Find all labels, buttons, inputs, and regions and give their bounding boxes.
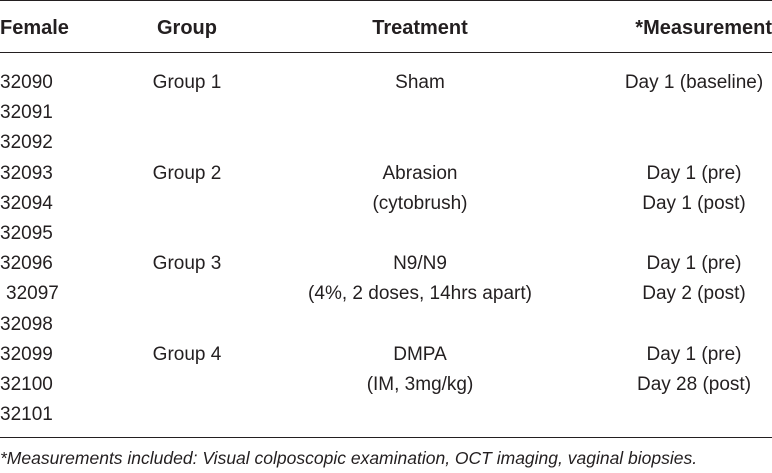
table-row: 32099 Group 4 DMPA Day 1 (pre) (0, 340, 772, 370)
cell-female: 32093 (0, 162, 53, 184)
cell-female: 32096 (0, 253, 53, 275)
table-row: 32101 (0, 400, 772, 430)
table-row: 32100 (IM, 3mg/kg) Day 28 (post) (0, 370, 772, 400)
top-rule (0, 0, 772, 1)
cell-female: 32095 (0, 222, 53, 244)
cell-female: 32099 (0, 343, 53, 365)
table-row: 32092 (0, 128, 772, 158)
table-row: 32093 Group 2 Abrasion Day 1 (pre) (0, 159, 772, 189)
cell-female: 32100 (0, 373, 53, 395)
header-female: Female (0, 17, 69, 39)
cell-female: 32091 (0, 102, 53, 124)
cell-female: 32097 (6, 283, 59, 305)
table-row: 32094 (cytobrush) Day 1 (post) (0, 189, 772, 219)
table-row: 32095 (0, 219, 772, 249)
cell-female: 32092 (0, 132, 53, 154)
table-row: 32098 (0, 310, 772, 340)
table-row: 32091 (0, 98, 772, 128)
table-row: 32097 (4%, 2 doses, 14hrs apart) Day 2 (… (0, 279, 772, 309)
header-rule (0, 52, 772, 53)
cell-female: 32090 (0, 72, 53, 93)
cell-female: 32094 (0, 192, 53, 214)
cell-female: 32098 (0, 313, 53, 335)
table-footnote: *Measurements included: Visual colposcop… (0, 448, 698, 468)
table-row: 32090 Group 1 Sham Day 1 (baseline) (0, 68, 772, 98)
table-body: 32090 Group 1 Sham Day 1 (baseline) 3209… (0, 68, 772, 430)
cell-female: 32101 (0, 404, 53, 426)
table-header: Female Group Treatment *Measurement (0, 12, 772, 44)
header-measurement: *Measurement (635, 17, 772, 39)
bottom-rule (0, 437, 772, 438)
table-row: 32096 Group 3 N9/N9 Day 1 (pre) (0, 249, 772, 279)
